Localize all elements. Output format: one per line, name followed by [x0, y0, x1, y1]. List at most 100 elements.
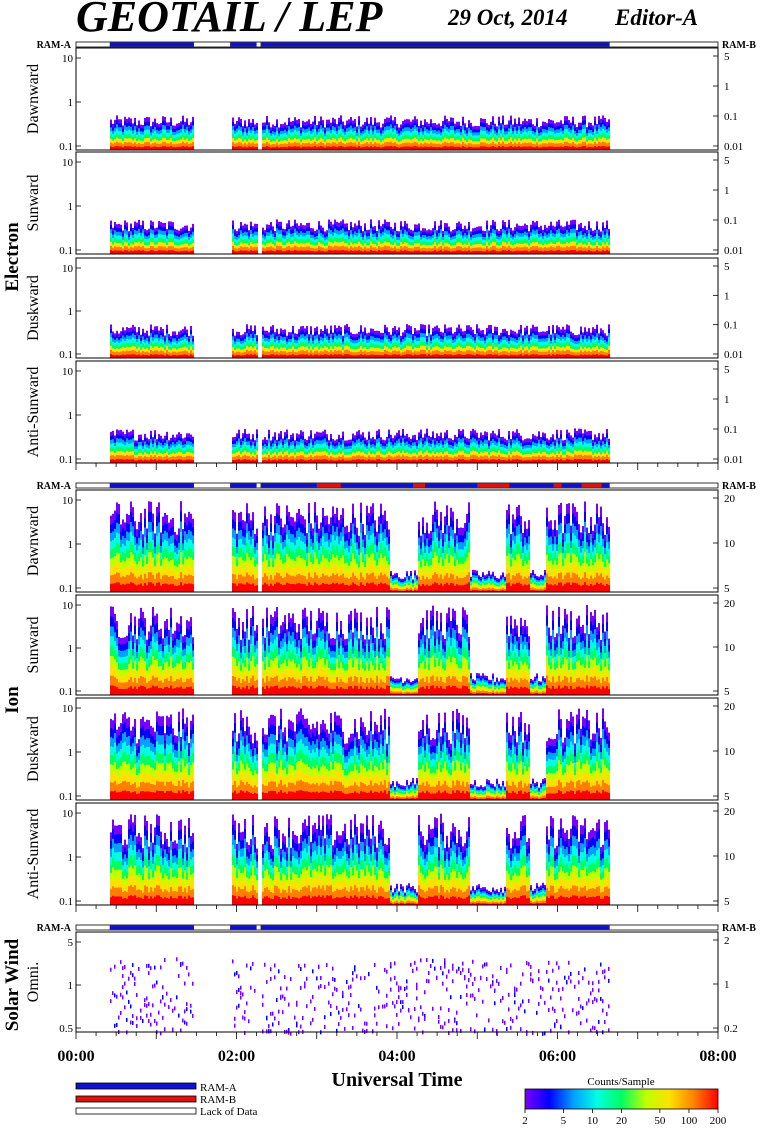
spectrogram-cell — [606, 237, 608, 242]
spectrogram-cell — [524, 223, 526, 228]
spectrogram-cell — [252, 337, 254, 342]
spectrogram-cell — [384, 228, 386, 233]
spectrogram-cell — [124, 145, 126, 151]
spectrogram-cell — [524, 130, 526, 135]
spectrogram-cell — [490, 243, 492, 248]
spectrogram-cell — [598, 145, 600, 151]
spectrogram-cell — [472, 347, 474, 352]
spectrogram-cell — [340, 141, 342, 146]
spectrogram-cell — [148, 121, 150, 126]
spectrogram-cell — [408, 234, 410, 239]
spectrogram-cell — [140, 246, 142, 251]
spectrogram-cell — [356, 239, 358, 244]
spectrogram-cell — [232, 336, 234, 341]
spectrogram-cell — [600, 234, 602, 238]
spectrogram-cell — [152, 128, 154, 133]
spectrogram-cell — [522, 131, 524, 136]
spectrogram-cell — [122, 354, 124, 359]
spectrogram-cell — [466, 144, 468, 148]
spectrogram-cell — [490, 250, 492, 255]
spectrogram-cell — [562, 143, 564, 148]
spectrogram-cell — [416, 123, 418, 128]
spectrogram-cell — [312, 142, 314, 147]
spectrogram-cell — [244, 250, 246, 255]
spectrogram-cell — [172, 250, 174, 255]
spectrogram-cell — [308, 334, 310, 338]
spectrogram-cell — [372, 240, 374, 245]
spectrogram-cell — [440, 126, 442, 130]
spectrogram-cell — [344, 128, 346, 132]
spectrogram-cell — [384, 236, 386, 242]
spectrogram-cell — [424, 353, 426, 359]
spectrogram-cell — [328, 236, 330, 242]
spectrogram-cell — [268, 235, 270, 240]
spectrogram-cell — [564, 120, 566, 125]
spectrogram-cell — [400, 130, 402, 135]
spectrogram-cell — [256, 126, 258, 130]
spectrogram-cell — [518, 246, 520, 251]
spectrogram-cell — [514, 233, 516, 238]
spectrogram-cell — [112, 344, 114, 349]
spectrogram-cell — [144, 121, 146, 127]
spectrogram-cell — [528, 134, 530, 139]
spectrogram-cell — [254, 130, 256, 135]
spectrogram-cell — [334, 333, 336, 338]
spectrogram-cell — [558, 232, 560, 238]
spectrogram-cell — [282, 235, 284, 239]
spectrogram-cell — [148, 141, 150, 147]
spectrogram-cell — [436, 333, 438, 338]
spectrogram-cell — [414, 124, 416, 130]
spectrogram-cell — [434, 233, 436, 238]
spectrogram-cell — [236, 331, 238, 336]
spectrogram-cell — [386, 141, 388, 147]
spectrogram-cell — [522, 124, 524, 129]
spectrogram-cell — [234, 335, 236, 339]
spectrogram-cell — [530, 239, 532, 244]
spectrogram-cell — [580, 250, 582, 255]
spectrogram-cell — [404, 354, 406, 359]
spectrogram-cell — [240, 245, 242, 251]
spectrogram-cell — [132, 126, 134, 131]
spectrogram-cell — [498, 137, 500, 142]
spectrogram-cell — [130, 231, 132, 236]
spectrogram-cell — [378, 237, 380, 242]
spectrogram-cell — [546, 237, 548, 242]
spectrogram-cell — [400, 245, 402, 251]
spectrogram-cell — [386, 121, 388, 126]
spectrogram-cell — [600, 237, 602, 241]
spectrogram-cell — [496, 235, 498, 239]
spectrogram-cell — [446, 354, 448, 359]
spectrogram-cell — [580, 136, 582, 141]
spectrogram-cell — [338, 133, 340, 139]
spectrogram-cell — [168, 143, 170, 147]
spectrogram-cell — [122, 143, 124, 148]
spectrogram-cell — [536, 237, 538, 242]
spectrogram-cell — [554, 136, 556, 141]
spectrogram-cell — [186, 347, 188, 352]
spectrogram-cell — [378, 136, 380, 140]
spectrogram-cell — [398, 231, 400, 235]
spectrogram-cell — [248, 239, 250, 243]
spectrogram-cell — [182, 339, 184, 344]
spectrogram-cell — [394, 230, 396, 235]
spectrogram-cell — [130, 122, 132, 127]
spectrogram-cell — [304, 232, 306, 237]
spectrogram-cell — [582, 237, 584, 242]
spectrogram-cell — [244, 120, 246, 125]
spectrogram-cell — [308, 337, 310, 341]
spectrogram-cell — [166, 324, 168, 330]
spectrogram-cell — [390, 334, 392, 338]
spectrogram-cell — [558, 143, 560, 147]
spectrogram-cell — [352, 142, 354, 147]
spectrogram-cell — [436, 140, 438, 144]
spectrogram-cell — [502, 245, 504, 251]
spectrogram-cell — [402, 124, 404, 129]
spectrogram-cell — [552, 229, 554, 234]
spectrogram-cell — [110, 220, 112, 226]
spectrogram-cell — [594, 137, 596, 142]
spectrogram-cell — [398, 245, 400, 249]
spectrogram-cell — [364, 125, 366, 130]
spectrogram-cell — [422, 124, 424, 129]
spectrogram-cell — [382, 123, 384, 128]
spectrogram-cell — [452, 351, 454, 356]
